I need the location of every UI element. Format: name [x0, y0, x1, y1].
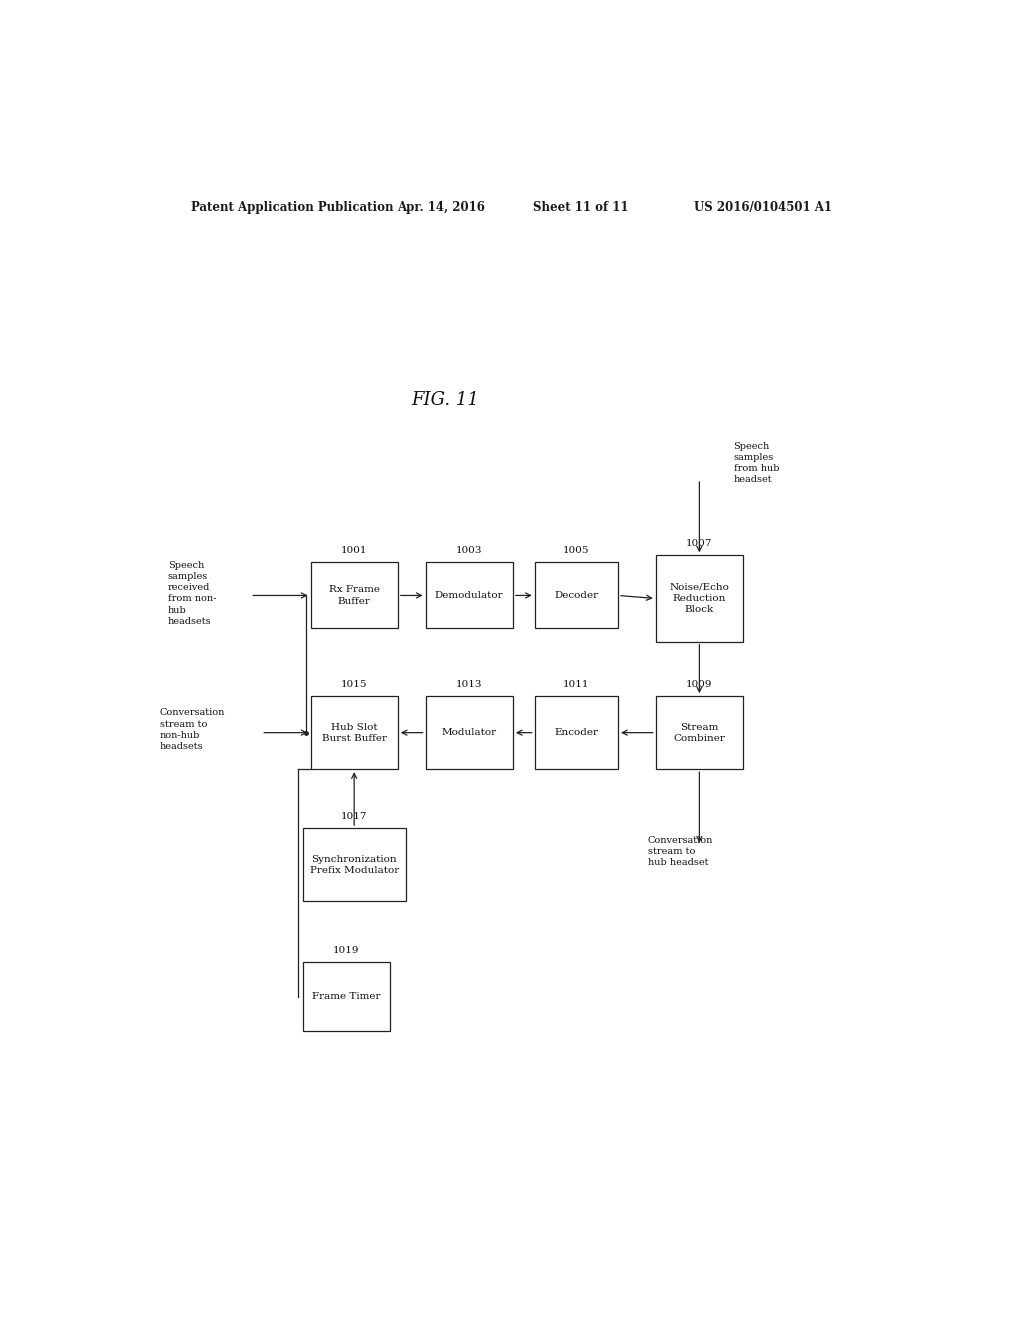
Text: Rx Frame
Buffer: Rx Frame Buffer	[329, 585, 380, 606]
Text: Decoder: Decoder	[554, 591, 598, 601]
Text: FIG. 11: FIG. 11	[412, 391, 479, 409]
Bar	[535, 696, 618, 770]
Text: 1005: 1005	[563, 546, 590, 556]
Bar	[426, 696, 513, 770]
Text: 1019: 1019	[333, 946, 359, 956]
Text: Apr. 14, 2016: Apr. 14, 2016	[397, 201, 485, 214]
Bar	[310, 696, 397, 770]
Bar	[303, 962, 390, 1031]
Bar	[535, 562, 618, 628]
Text: 1015: 1015	[341, 680, 368, 689]
Bar	[303, 828, 406, 902]
Text: Synchronization
Prefix Modulator: Synchronization Prefix Modulator	[309, 855, 398, 875]
Text: US 2016/0104501 A1: US 2016/0104501 A1	[694, 201, 831, 214]
Text: 1017: 1017	[341, 812, 368, 821]
Text: Conversation
stream to
hub headset: Conversation stream to hub headset	[648, 836, 713, 867]
Text: Frame Timer: Frame Timer	[312, 993, 381, 1002]
Text: Patent Application Publication: Patent Application Publication	[191, 201, 394, 214]
Text: 1013: 1013	[456, 680, 482, 689]
Text: 1003: 1003	[456, 546, 482, 556]
Text: Stream
Combiner: Stream Combiner	[674, 722, 725, 743]
Text: Speech
samples
received
from non-
hub
headsets: Speech samples received from non- hub he…	[168, 561, 216, 626]
Text: 1001: 1001	[341, 546, 368, 556]
Bar	[655, 556, 743, 642]
Text: Speech
samples
from hub
headset: Speech samples from hub headset	[733, 442, 779, 484]
Text: Sheet 11 of 11: Sheet 11 of 11	[532, 201, 628, 214]
Bar	[426, 562, 513, 628]
Text: Hub Slot
Burst Buffer: Hub Slot Burst Buffer	[322, 722, 387, 743]
Text: Modulator: Modulator	[441, 729, 497, 737]
Text: Conversation
stream to
non-hub
headsets: Conversation stream to non-hub headsets	[160, 709, 225, 751]
Text: 1009: 1009	[686, 680, 713, 689]
Text: Demodulator: Demodulator	[435, 591, 504, 601]
Text: Noise/Echo
Reduction
Block: Noise/Echo Reduction Block	[670, 583, 729, 614]
Bar	[310, 562, 397, 628]
Bar	[655, 696, 743, 770]
Text: 1007: 1007	[686, 539, 713, 548]
Text: Encoder: Encoder	[554, 729, 598, 737]
Text: 1011: 1011	[563, 680, 590, 689]
